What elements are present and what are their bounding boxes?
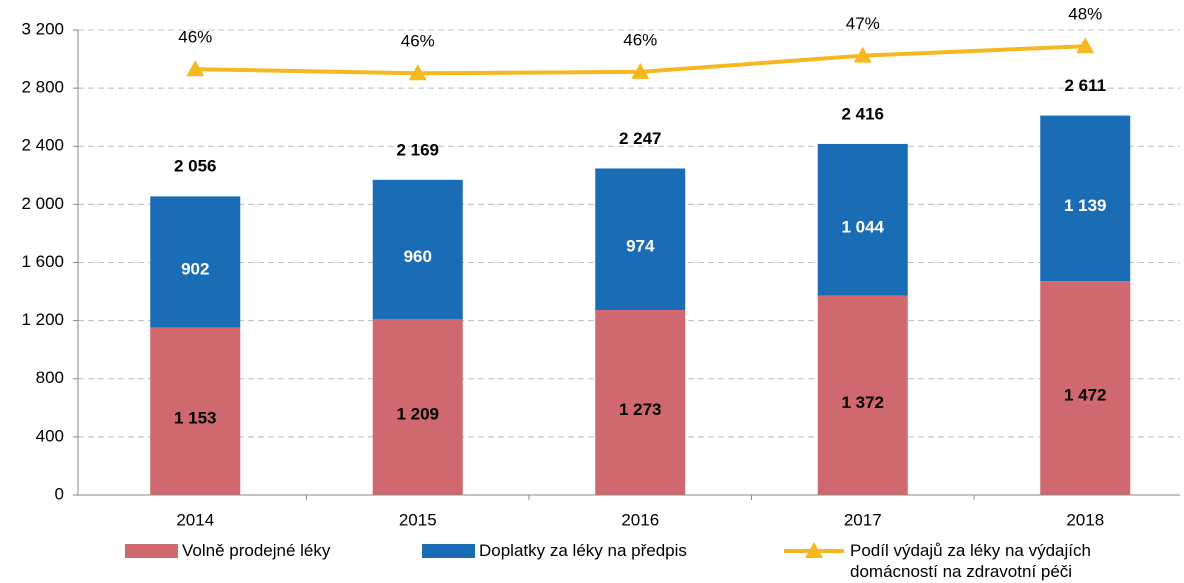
bar-label: 974 bbox=[626, 237, 655, 256]
x-tick-label: 2014 bbox=[176, 510, 214, 529]
line-marker bbox=[853, 46, 872, 63]
bar-segment bbox=[150, 196, 241, 328]
bar-label: 1 472 bbox=[1064, 386, 1107, 405]
total-label: 2 611 bbox=[1064, 76, 1106, 95]
legend-label: Doplatky za léky na předpis bbox=[479, 541, 687, 560]
x-tick-label: 2017 bbox=[844, 510, 882, 529]
x-tick-label: 2016 bbox=[621, 510, 659, 529]
total-label: 2 056 bbox=[174, 157, 217, 176]
legend-marker bbox=[422, 544, 475, 558]
line-label: 46% bbox=[401, 32, 435, 51]
bar-segment bbox=[150, 327, 241, 495]
bar-label: 1 139 bbox=[1064, 196, 1107, 215]
bar-label: 902 bbox=[181, 259, 209, 278]
bar-segment bbox=[595, 168, 686, 311]
line-label: 47% bbox=[846, 14, 880, 33]
y-tick-label: 2 800 bbox=[21, 78, 64, 97]
legend-label: Podíl výdajů za léky na výdajích domácno… bbox=[850, 541, 1091, 581]
legend-triangle bbox=[805, 542, 823, 558]
total-label: 2 416 bbox=[841, 104, 884, 123]
legend-label: Volně prodejné léky bbox=[182, 541, 331, 560]
y-tick-label: 2 000 bbox=[21, 194, 64, 213]
bar-label: 1 153 bbox=[174, 409, 217, 428]
line-label: 46% bbox=[623, 30, 657, 49]
x-tick-label: 2015 bbox=[399, 510, 437, 529]
bar-segment bbox=[372, 179, 463, 320]
bar-segment bbox=[595, 310, 686, 495]
y-tick-label: 1 600 bbox=[21, 252, 64, 271]
line-label: 46% bbox=[178, 28, 212, 47]
line-marker bbox=[631, 62, 650, 79]
legend-marker bbox=[784, 540, 844, 562]
legend-marker bbox=[125, 544, 178, 558]
y-tick-label: 1 200 bbox=[21, 310, 64, 329]
y-tick-label: 2 400 bbox=[21, 136, 64, 155]
total-label: 2 247 bbox=[619, 129, 662, 148]
y-tick-label: 0 bbox=[55, 484, 64, 503]
bar-label: 1 044 bbox=[841, 217, 884, 236]
line-marker bbox=[186, 60, 205, 77]
bar-label: 1 372 bbox=[841, 393, 884, 412]
y-tick-label: 400 bbox=[36, 426, 64, 445]
bar-segment bbox=[1040, 281, 1131, 495]
bar-segment bbox=[372, 319, 463, 495]
y-tick-label: 3 200 bbox=[21, 19, 64, 38]
bar-label: 960 bbox=[404, 247, 432, 266]
bar-label: 1 273 bbox=[619, 400, 662, 419]
bar-segment bbox=[1040, 115, 1131, 282]
bar-segment bbox=[817, 143, 908, 296]
line-marker bbox=[1076, 37, 1095, 54]
line-marker bbox=[408, 64, 427, 81]
chart: 0 400 800 1 200 1 600 2 000 2 400 2 800 3 200 201… bbox=[21, 5, 1180, 529]
x-tick-label: 2018 bbox=[1066, 510, 1104, 529]
total-label: 2 169 bbox=[396, 140, 439, 159]
y-tick-label: 800 bbox=[36, 368, 64, 387]
bar-label: 1 209 bbox=[396, 405, 439, 424]
line-label: 48% bbox=[1068, 5, 1102, 24]
bar-segment bbox=[817, 295, 908, 495]
